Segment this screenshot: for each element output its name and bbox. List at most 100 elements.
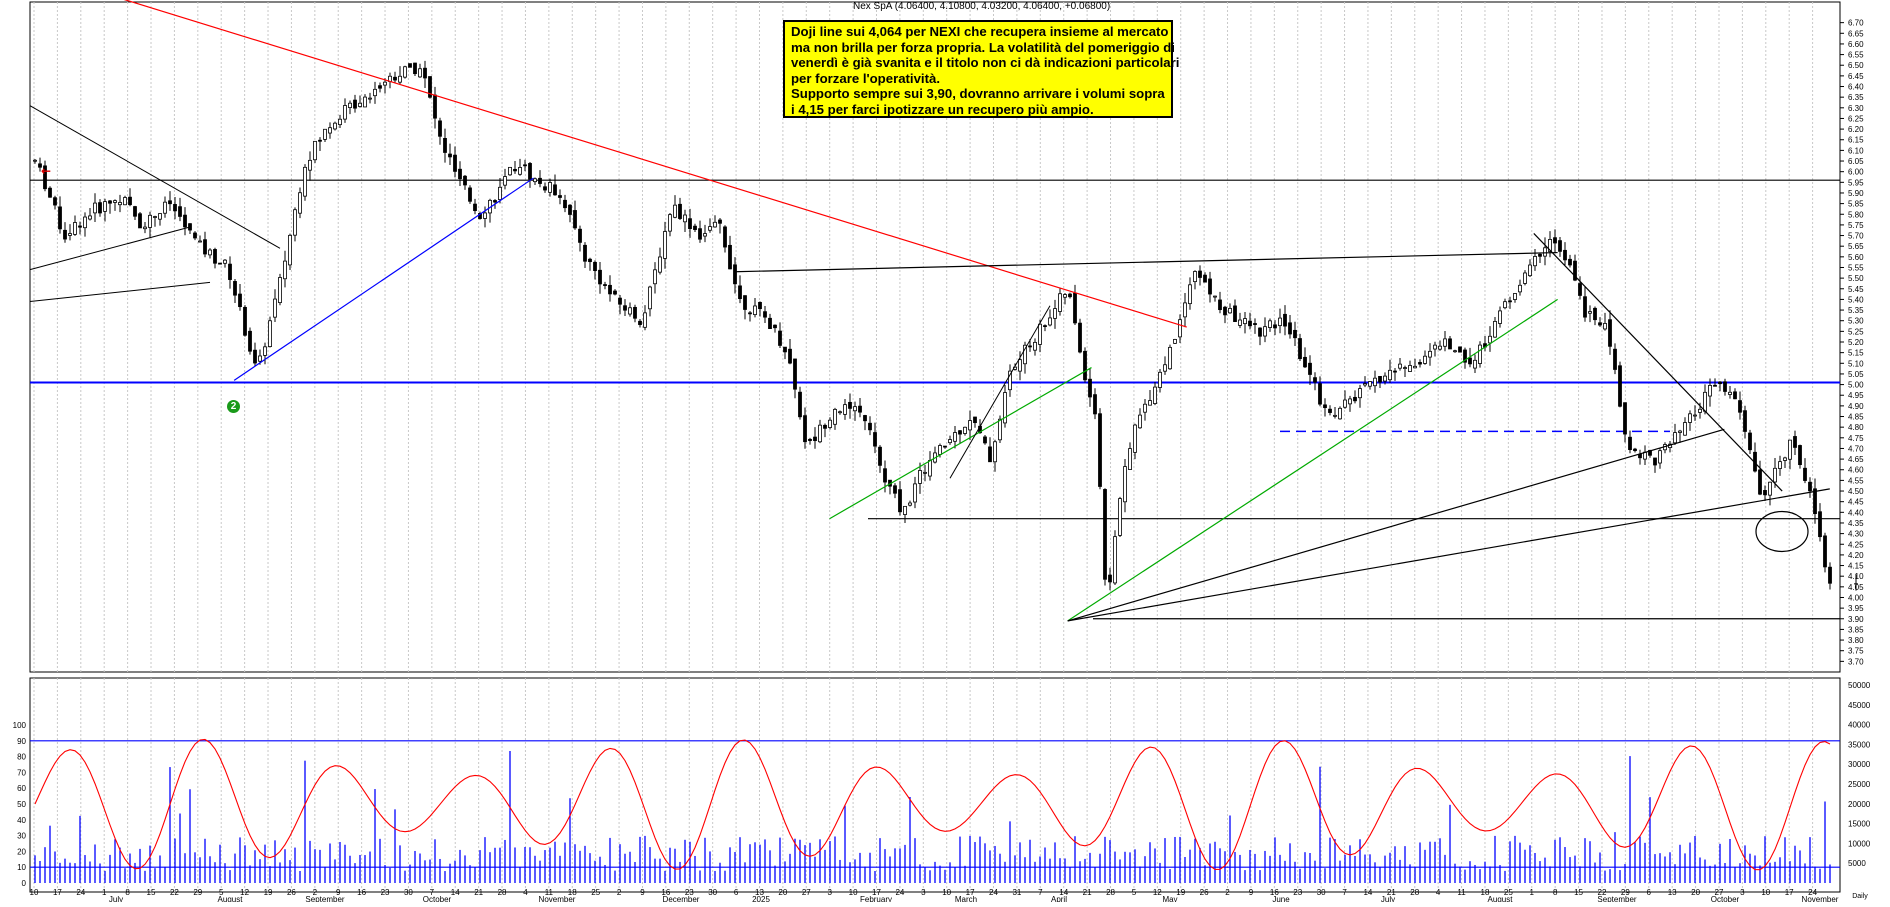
candle-body [1568, 258, 1572, 266]
candle-body [538, 177, 542, 184]
candle-body [1623, 402, 1627, 435]
x-day-tick: 23 [381, 888, 390, 897]
candle-body [623, 305, 627, 311]
price-tick-label: 5.00 [1848, 381, 1864, 390]
candle-body [298, 192, 302, 214]
candle-body [368, 97, 372, 100]
candle-body [1628, 436, 1632, 450]
candle-body [1078, 322, 1082, 353]
x-day-tick: 5 [1132, 888, 1137, 897]
candle-body [1738, 400, 1742, 413]
trendline [29, 281, 211, 303]
candle-body [483, 212, 487, 219]
candle-body [1468, 357, 1472, 365]
candle-body [98, 202, 102, 214]
candle-body [1263, 326, 1267, 337]
candle-body [1118, 498, 1122, 536]
candle-body [1083, 350, 1087, 381]
candle-body [78, 225, 82, 228]
candle-body [473, 203, 477, 212]
candle-body [628, 307, 632, 315]
candle-body [173, 204, 177, 212]
commentary-line: ma non brilla per forza propria. La vola… [791, 39, 1175, 55]
candle-body [1493, 321, 1497, 338]
price-tick-label: 4.50 [1848, 487, 1864, 496]
candle-body [393, 76, 397, 81]
candle-body [1823, 535, 1827, 568]
candle-body [1508, 300, 1512, 303]
price-tick-label: 3.95 [1848, 604, 1864, 613]
candle-body [203, 239, 207, 255]
candle-body [1138, 414, 1142, 429]
x-day-tick: 15 [147, 888, 156, 897]
x-month-label: November [539, 895, 576, 902]
candle-body [968, 420, 972, 431]
x-month-label: August [1488, 895, 1514, 902]
trendline [829, 367, 1092, 520]
x-day-tick: 24 [895, 888, 904, 897]
candle-body [138, 213, 142, 229]
candle-body [1333, 414, 1337, 417]
candle-body [263, 346, 267, 356]
candle-body [443, 138, 447, 153]
candle-body [598, 269, 602, 285]
volume-tick-label: 20000 [1848, 800, 1871, 809]
candle-body [1368, 381, 1372, 387]
candle-body [363, 96, 367, 108]
candle-body [133, 206, 137, 217]
candle-body [1438, 345, 1442, 350]
candle-body [148, 214, 152, 228]
price-tick-label: 4.60 [1848, 466, 1864, 475]
candle-body [128, 196, 132, 206]
volume-tick-label: 45000 [1848, 701, 1871, 710]
x-day-tick: 27 [1715, 888, 1724, 897]
x-day-tick: 24 [989, 888, 998, 897]
x-day-tick: 29 [193, 888, 202, 897]
candle-body [943, 445, 947, 448]
price-tick-label: 3.70 [1848, 657, 1864, 666]
candle-body [723, 226, 727, 248]
x-day-tick: 25 [591, 888, 600, 897]
price-tick-label: 4.45 [1848, 498, 1864, 507]
price-tick-label: 5.10 [1848, 359, 1864, 368]
candle-body [1153, 386, 1157, 404]
trendline [1067, 428, 1725, 622]
candle-body [1728, 391, 1732, 395]
candle-body [1323, 404, 1327, 409]
x-day-tick: 9 [640, 888, 645, 897]
candle-body [1348, 398, 1352, 405]
candle-body [73, 222, 77, 235]
volume-tick-label: 25000 [1848, 780, 1871, 789]
x-day-tick: 2 [617, 888, 622, 897]
x-day-tick: 3 [921, 888, 926, 897]
candle-body [1053, 308, 1057, 319]
candle-body [918, 470, 922, 484]
price-tick-label: 4.80 [1848, 423, 1864, 432]
candle-body [1398, 363, 1402, 369]
price-tick-label: 4.20 [1848, 551, 1864, 560]
x-day-tick: 10 [30, 888, 39, 897]
candle-body [1228, 308, 1232, 314]
volume-tick-label: 30000 [1848, 760, 1871, 769]
candle-body [438, 120, 442, 137]
candle-body [313, 140, 317, 161]
candle-body [1313, 377, 1317, 383]
candle-body [1103, 489, 1107, 580]
candle-body [1278, 317, 1282, 327]
candle-body [948, 439, 952, 444]
price-tick-label: 5.15 [1848, 349, 1864, 358]
x-day-tick: 3 [1740, 888, 1745, 897]
candle-body [318, 139, 322, 142]
x-day-tick: 24 [76, 888, 85, 897]
candle-body [308, 159, 312, 171]
x-day-tick: 13 [1668, 888, 1677, 897]
candle-body [813, 436, 817, 442]
x-day-tick: 9 [1249, 888, 1254, 897]
candle-body [1528, 264, 1532, 277]
candle-body [683, 214, 687, 223]
candle-body [38, 163, 42, 168]
candle-body [1363, 383, 1367, 386]
x-day-tick: 23 [1293, 888, 1302, 897]
candle-body [898, 489, 902, 513]
